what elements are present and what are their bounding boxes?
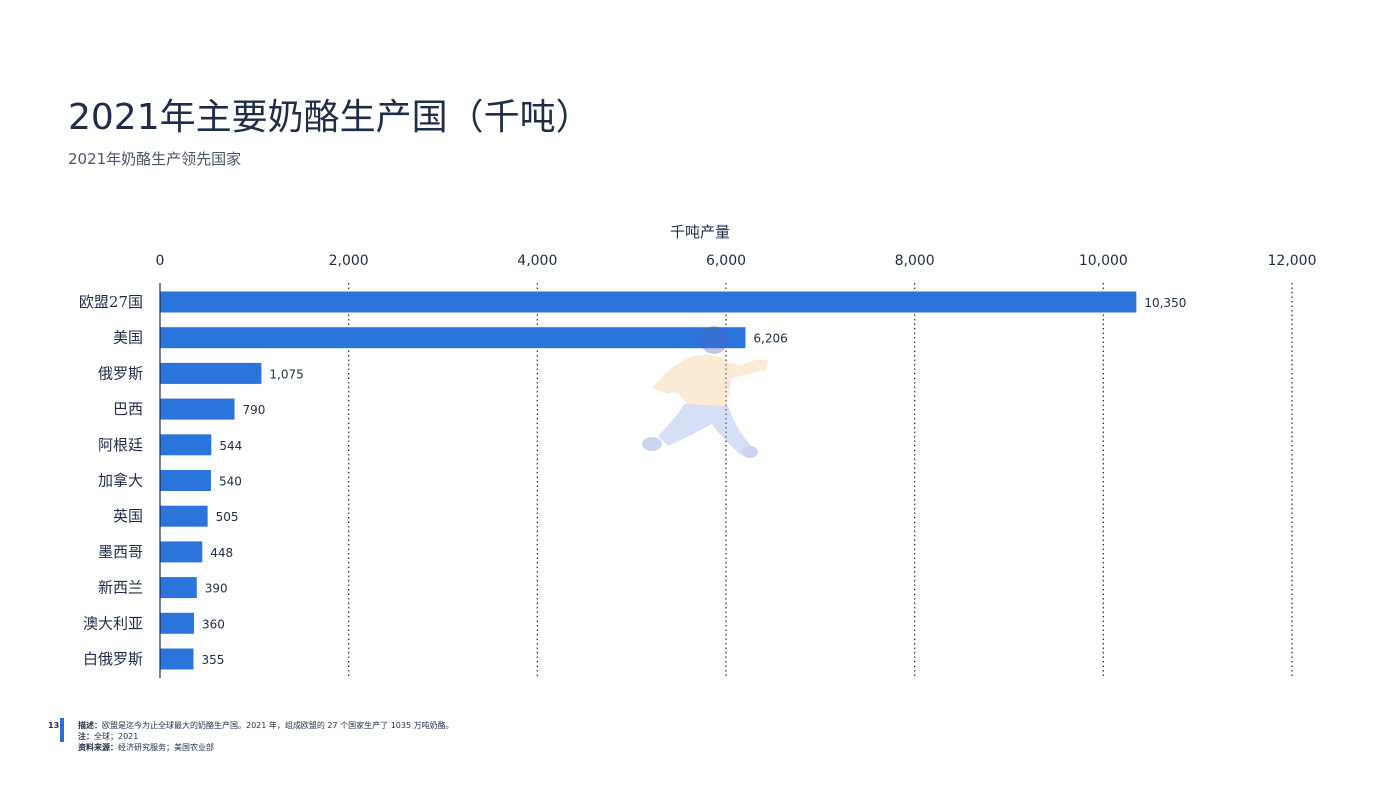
x-tick-label: 12,000: [1268, 253, 1317, 269]
value-label: 790: [243, 403, 266, 417]
gridlines: [348, 283, 1293, 678]
note-label: 注：: [78, 732, 94, 741]
bar-chart: 千吨产量 0 2,000 4,000 6,000 8,000 10,000 12,000 欧…: [79, 223, 1317, 678]
source-label: 资料来源：: [78, 743, 118, 752]
value-label: 6,206: [753, 332, 787, 346]
page-subtitle: 2021年奶酪生产领先国家: [68, 150, 242, 168]
category-label: 欧盟27国: [79, 293, 143, 311]
note-text: 全球；2021: [94, 732, 139, 741]
category-label: 白俄罗斯: [83, 650, 143, 668]
bar: [160, 327, 746, 349]
x-tick-label: 10,000: [1079, 253, 1128, 269]
value-label: 390: [205, 582, 228, 596]
value-label: 355: [201, 653, 224, 667]
x-tick-label: 6,000: [706, 253, 746, 269]
category-label: 俄罗斯: [98, 364, 143, 382]
bar: [160, 362, 262, 384]
desc-label: 描述：: [78, 721, 102, 730]
page-title: 2021年主要奶酪生产国（千吨）: [68, 97, 592, 138]
category-label: 加拿大: [98, 472, 143, 490]
category-label: 英国: [113, 507, 143, 525]
category-label: 巴西: [113, 400, 143, 418]
page-number: 13: [48, 721, 60, 730]
footer-note: 注：全球；2021: [78, 731, 454, 742]
bar: [160, 648, 194, 670]
value-labels: 10,350 6,206 1,075 790 544 540 505 448 390 360 355: [201, 296, 1186, 667]
bar: [160, 434, 212, 456]
bar: [160, 291, 1137, 313]
value-label: 10,350: [1144, 296, 1186, 310]
bars: [160, 291, 1137, 670]
category-label: 美国: [113, 329, 143, 347]
desc-text: 欧盟是迄今为止全球最大的奶酪生产国。2021 年，组成欧盟的 27 个国家生产了…: [102, 721, 454, 730]
x-tick-label: 2,000: [329, 253, 369, 269]
bar: [160, 577, 197, 599]
value-label: 360: [202, 617, 225, 631]
bar: [160, 398, 235, 420]
value-label: 1,075: [269, 367, 303, 381]
x-axis-ticks: 0 2,000 4,000 6,000 8,000 10,000 12,000: [156, 253, 1317, 269]
value-label: 540: [219, 475, 242, 489]
bar: [160, 470, 211, 491]
category-label: 墨西哥: [98, 543, 143, 561]
runner-watermark-icon: [642, 326, 768, 458]
value-label: 544: [219, 439, 242, 453]
x-tick-label: 8,000: [895, 253, 935, 269]
x-axis-title: 千吨产量: [670, 223, 730, 241]
source-text: 经济研究服务；美国农业部: [118, 743, 214, 752]
bar: [160, 541, 203, 563]
bar: [160, 505, 208, 527]
footer-accent-bar: [60, 718, 64, 742]
footer-description: 描述：欧盟是迄今为止全球最大的奶酪生产国。2021 年，组成欧盟的 27 个国家…: [78, 720, 454, 731]
footer-source: 资料来源：经济研究服务；美国农业部: [78, 742, 454, 753]
value-label: 505: [216, 510, 239, 524]
x-tick-label: 0: [156, 253, 165, 269]
x-tick-label: 4,000: [517, 253, 557, 269]
bar: [160, 612, 194, 634]
value-label: 448: [210, 546, 233, 560]
category-label: 新西兰: [98, 579, 143, 597]
footer-notes: 描述：欧盟是迄今为止全球最大的奶酪生产国。2021 年，组成欧盟的 27 个国家…: [78, 720, 454, 753]
category-label: 澳大利亚: [83, 614, 143, 632]
category-label: 阿根廷: [98, 436, 143, 454]
